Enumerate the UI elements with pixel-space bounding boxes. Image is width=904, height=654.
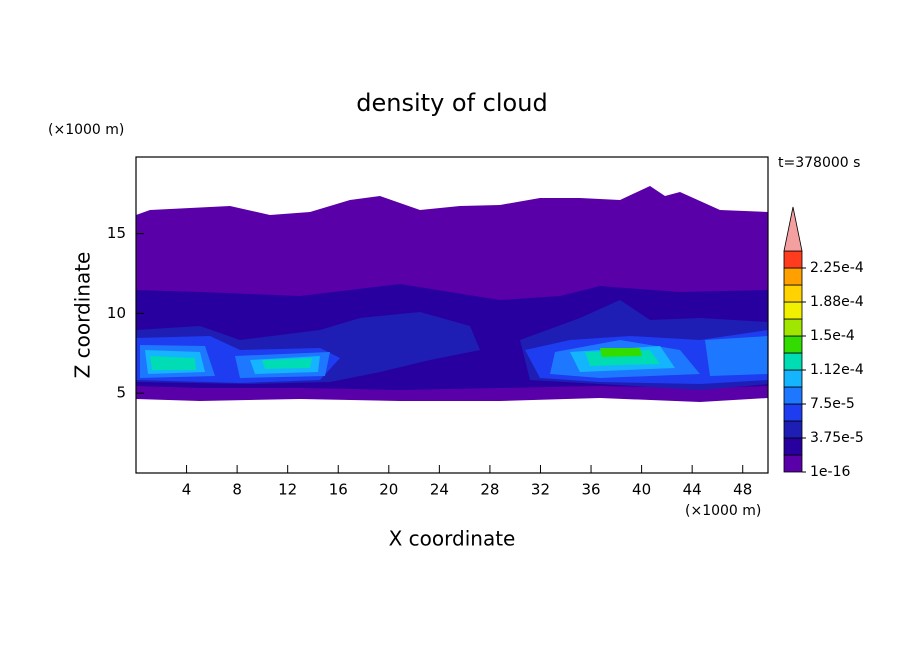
colorbar-box	[783, 335, 803, 354]
y-tick-label: 5	[116, 384, 126, 402]
x-tick-label: 40	[632, 481, 651, 499]
contour-field	[136, 186, 768, 402]
x-tick-label: 4	[182, 481, 192, 499]
colorbar-tick-label: 3.75e-5	[810, 430, 864, 446]
colorbar-box	[783, 386, 803, 405]
plot-frame	[135, 156, 769, 474]
colorbar-box	[783, 352, 803, 371]
x-tick-label: 20	[379, 481, 398, 499]
contour-region	[150, 356, 196, 370]
x-tick-label: 16	[329, 481, 348, 499]
x-tick-label: 12	[278, 481, 297, 499]
colorbar-box	[783, 250, 803, 269]
contour-region	[705, 336, 768, 376]
colorbar-box	[783, 403, 803, 422]
annotation: t=378000 s	[778, 155, 860, 171]
x-axis-label: X coordinate	[389, 527, 516, 551]
colorbar-box	[783, 369, 803, 388]
colorbar-box	[783, 318, 803, 337]
contour-region	[262, 358, 312, 369]
x-tick-label: 44	[683, 481, 702, 499]
colorbar-tick-label: 2.25e-4	[810, 260, 864, 276]
y-tick-label: 15	[107, 224, 126, 242]
contour-region	[600, 348, 642, 357]
y-axis-label: Z coordinate	[71, 252, 95, 379]
colorbar-tick-label: 1.12e-4	[810, 362, 864, 378]
colorbar-extend	[783, 206, 803, 252]
y-tick-label: 10	[107, 304, 126, 322]
colorbar-box	[783, 284, 803, 303]
colorbar-box	[783, 267, 803, 286]
colorbar-box	[783, 420, 803, 439]
colorbar-tick-label: 1e-16	[810, 464, 850, 480]
colorbar-box	[783, 437, 803, 456]
x-tick-label: 48	[733, 481, 752, 499]
colorbar-tick-label: 7.5e-5	[810, 396, 855, 412]
x-tick-label: 32	[531, 481, 550, 499]
chart-title: density of cloud	[356, 89, 547, 117]
x-unit: (×1000 m)	[685, 503, 761, 519]
colorbar-tick-label: 1.5e-4	[810, 328, 855, 344]
x-tick-label: 28	[480, 481, 499, 499]
colorbar-box	[783, 301, 803, 320]
colorbar-tick-label: 1.88e-4	[810, 294, 864, 310]
x-tick-label: 8	[232, 481, 242, 499]
colorbar-box	[783, 454, 803, 473]
x-tick-label: 36	[581, 481, 600, 499]
y-unit: (×1000 m)	[48, 122, 124, 138]
x-tick-label: 24	[430, 481, 449, 499]
